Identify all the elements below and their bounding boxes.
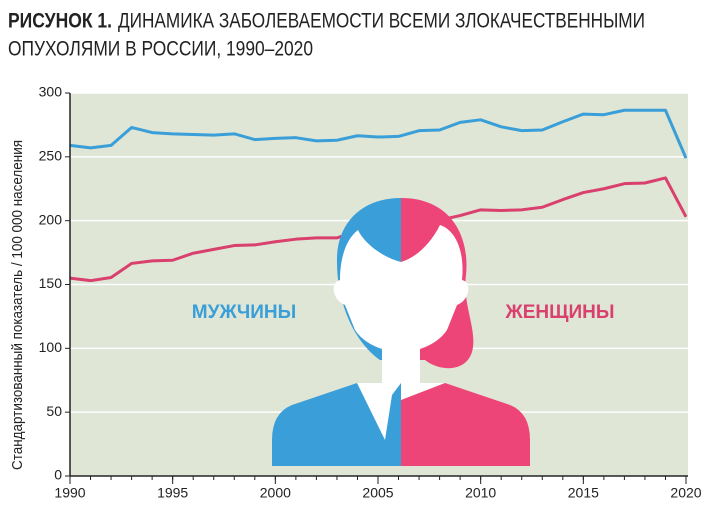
x-tick-label: 2005 — [362, 485, 393, 501]
title-label: РИСУНОК 1. — [8, 10, 112, 33]
x-tick-label: 2015 — [568, 485, 599, 501]
illustration — [272, 198, 530, 466]
x-tick-label: 2000 — [260, 485, 291, 501]
y-tick-label: 100 — [39, 339, 63, 355]
x-tick-label: 1995 — [157, 485, 188, 501]
y-axis-label: Стандартизованный показатель / 100 000 н… — [9, 140, 26, 470]
series-label: МУЖЧИНЫ — [192, 302, 296, 323]
y-tick-label: 200 — [39, 211, 63, 227]
series-label: ЖЕНЩИНЫ — [505, 302, 615, 323]
chart-title: ДИНАМИКА ЗАБОЛЕВАЕМОСТИ ВСЕМИ ЗЛОКАЧЕСТВ… — [118, 10, 645, 33]
chart-title: ОПУХОЛЯМИ В РОССИИ, 1990–2020 — [8, 38, 313, 61]
y-tick-label: 50 — [46, 403, 62, 419]
y-tick-label: 250 — [39, 148, 63, 164]
y-tick-label: 0 — [54, 467, 62, 483]
y-tick-label: 300 — [39, 84, 63, 100]
x-tick-label: 2010 — [465, 485, 496, 501]
series-line — [69, 108, 688, 159]
x-tick-label: 1990 — [54, 485, 85, 501]
y-tick-label: 150 — [39, 275, 63, 291]
x-tick-label: 2020 — [670, 485, 701, 501]
